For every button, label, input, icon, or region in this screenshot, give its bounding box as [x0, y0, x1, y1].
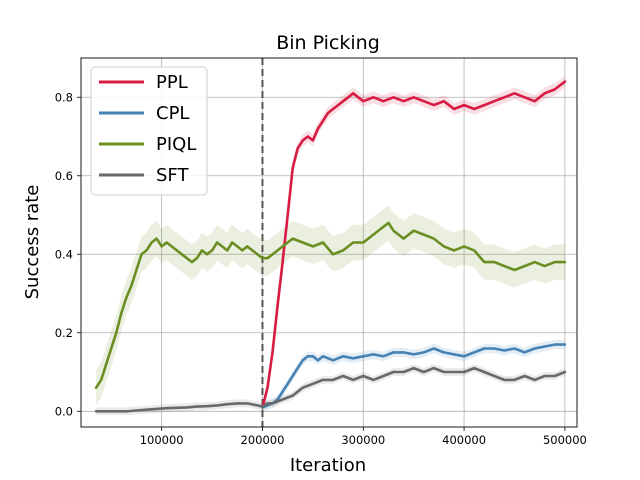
- plot-frame: [80, 57, 578, 428]
- legend-label-sft: SFT: [156, 165, 189, 186]
- x-axis-label: Iteration: [290, 455, 366, 476]
- series-line-ppl: [261, 80, 567, 409]
- chart-title: Bin Picking: [276, 32, 380, 54]
- legend-label-cpl: CPL: [156, 103, 189, 124]
- series-line-cpl: [261, 343, 567, 409]
- y-tick-label: 0.6: [55, 169, 73, 183]
- series-line-piql: [94, 221, 567, 390]
- y-tick-label: 0.4: [55, 247, 73, 261]
- legend: PPL CPL PIQL SFT: [90, 66, 208, 196]
- legend-box: [90, 66, 208, 196]
- band-piql: [96, 205, 565, 406]
- series-line-sft: [94, 366, 567, 413]
- y-ticks: 0.0 0.2 0.4 0.6 0.8: [55, 90, 81, 418]
- x-tick-label: 500000: [543, 433, 587, 447]
- y-axis-label: Success rate: [22, 185, 43, 300]
- x-tick-label: 100000: [140, 433, 184, 447]
- band-sft: [96, 364, 565, 416]
- x-ticks: 100000 200000 300000 400000 500000: [140, 427, 587, 447]
- legend-label-piql: PIQL: [156, 134, 196, 155]
- x-tick-label: 300000: [341, 433, 385, 447]
- series-lines: [94, 80, 567, 413]
- y-tick-label: 0.2: [55, 326, 73, 340]
- y-tick-label: 0.0: [55, 404, 73, 418]
- legend-label-ppl: PPL: [156, 72, 188, 93]
- x-tick-label: 400000: [442, 433, 486, 447]
- y-tick-label: 0.8: [55, 90, 73, 104]
- x-tick-label: 200000: [241, 433, 285, 447]
